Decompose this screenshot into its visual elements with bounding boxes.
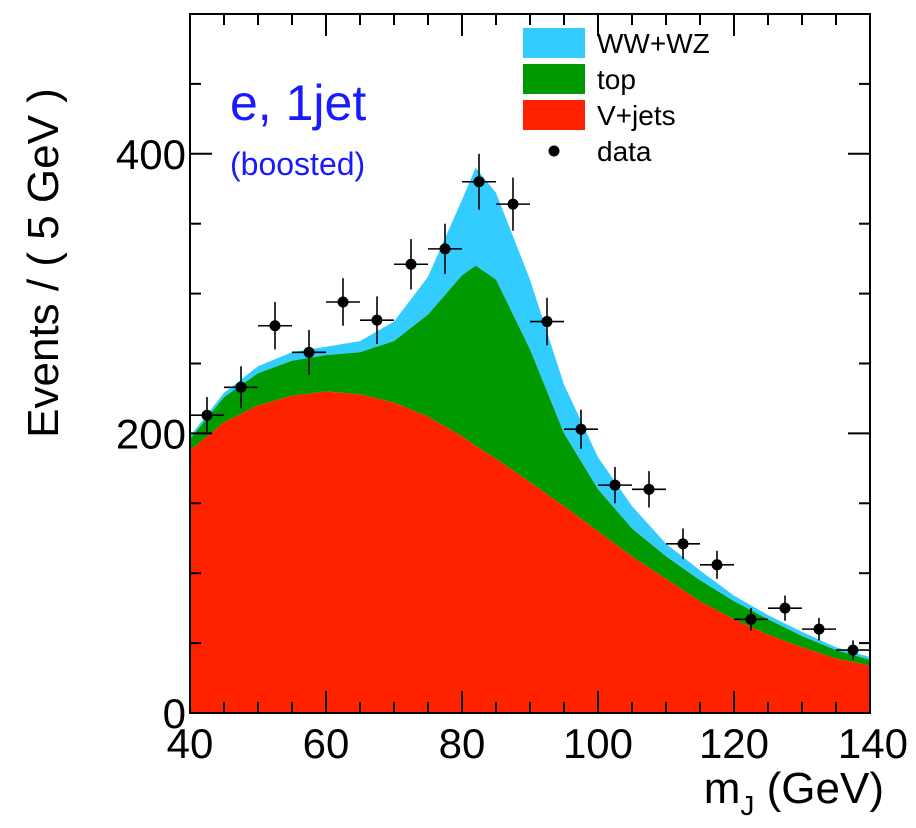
data-marker [473,176,485,188]
legend-swatch [523,100,585,130]
legend-label: data [597,136,652,167]
legend-label: V+jets [597,100,676,131]
data-point [190,397,224,434]
data-point [734,608,768,631]
x-axis-label-unit: (GeV) [754,764,884,813]
data-marker [371,314,383,326]
legend: WW+WZ top V+jets data [523,28,710,167]
x-tick-label: 40 [167,720,214,767]
data-marker [643,483,655,495]
x-tick-label: 140 [838,720,908,767]
legend-item: WW+WZ [523,28,710,59]
x-tick-label: 100 [563,720,633,767]
data-point [496,177,530,231]
area-v-jets [190,391,870,713]
data-point [564,409,598,449]
data-point [428,223,462,275]
data-point [836,640,870,660]
y-axis-label: Events / ( 5 GeV ) [19,88,68,438]
data-point [224,366,258,409]
data-marker [541,316,553,328]
data-point [462,153,496,210]
data-point [326,278,360,326]
data-marker [677,538,689,550]
data-marker [575,423,587,435]
data-point [768,595,802,621]
data-marker [337,296,349,308]
data-marker [201,409,213,421]
data-marker [439,243,451,255]
axis-ticks [189,13,871,714]
stacked-areas [190,167,870,713]
legend-swatch [523,28,585,58]
x-tick-label: 120 [699,720,769,767]
annotation-channel: e, 1jet [230,75,366,131]
data-point [530,297,564,346]
x-axis-label: mJ (GeV) [704,764,884,821]
data-point [360,296,394,344]
legend-item: data [548,136,652,167]
data-point [802,617,836,641]
data-marker [711,559,723,571]
data-point [666,528,700,560]
data-point [292,329,326,375]
legend-swatch [523,64,585,94]
data-point [700,550,734,579]
legend-item: top [523,64,636,95]
x-tick-label: 80 [439,720,486,767]
legend-label: top [597,64,636,95]
data-marker [847,644,859,656]
data-point [394,239,428,290]
data-marker [609,479,621,491]
data-point [632,471,666,508]
x-axis-label-subscript: J [740,790,754,821]
data-marker [303,346,315,358]
data-marker [235,381,247,393]
data-marker [745,613,757,625]
data-marker [779,602,791,614]
legend-label: WW+WZ [597,28,710,59]
data-marker [507,198,519,210]
y-tick-label: 0 [163,690,186,737]
annotation-subtitle: (boosted) [230,146,365,182]
y-tick-label: 200 [116,410,186,457]
data-marker [269,320,281,332]
tick-labels: 40 60 80 100 120 140 0 200 400 [116,131,908,767]
data-point [598,466,632,504]
y-tick-label: 400 [116,131,186,178]
legend-item: V+jets [523,100,676,131]
x-axis-label-main: m [704,764,741,813]
area-top [190,265,870,666]
legend-marker [548,145,560,157]
x-tick-label: 60 [303,720,350,767]
data-points [190,153,870,660]
data-marker [813,623,825,635]
data-marker [405,258,417,270]
data-point [258,301,292,350]
